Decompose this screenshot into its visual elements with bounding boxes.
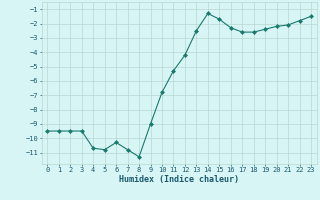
X-axis label: Humidex (Indice chaleur): Humidex (Indice chaleur) bbox=[119, 175, 239, 184]
